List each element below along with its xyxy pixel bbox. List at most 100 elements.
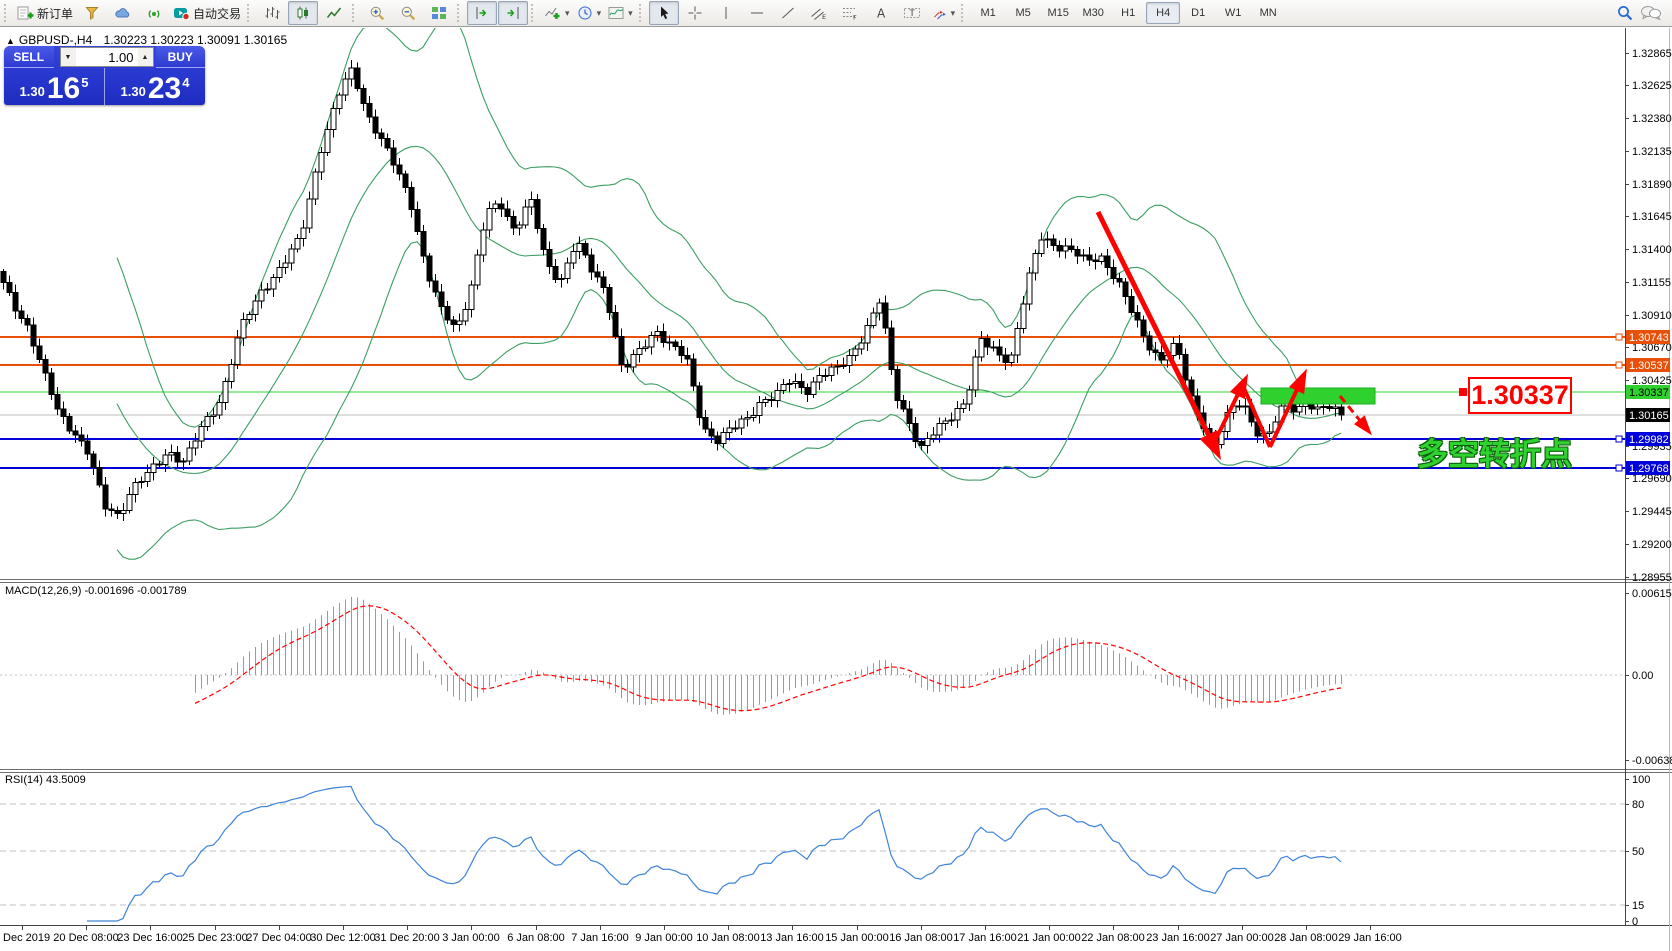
chat-icon[interactable] [1640,4,1662,22]
toolbar-grip[interactable] [457,4,463,22]
price-badge[interactable] [1626,385,1670,399]
styles-button[interactable] [77,1,107,25]
text-button[interactable]: A [866,1,896,25]
candle-body [1170,342,1177,357]
toolbar-grip[interactable] [352,4,358,22]
user-drawings[interactable] [1095,210,1467,461]
templates-button[interactable]: ▾ [605,1,636,25]
periods-button[interactable]: ▾ [574,1,605,25]
price-tick-label: 1.31400 [1632,244,1672,256]
one-click-trading-panel: SELL ▼ ▲ BUY 1.30 16 5 1.30 23 4 [4,46,205,105]
community-button[interactable] [108,1,138,25]
candle-body [1014,328,1021,356]
red-arrow-line[interactable] [1095,210,1218,450]
candle-body [282,262,289,268]
level-drag-handle[interactable] [1615,464,1623,472]
price-tick-label: 1.30910 [1632,310,1672,322]
price-callout-box[interactable]: 1.30337 [1468,377,1572,414]
volume-input[interactable] [75,48,138,66]
toolbar-grip[interactable] [4,4,10,22]
toolbar-grip[interactable] [961,4,967,22]
candle-body [774,389,781,401]
zoom-out-button[interactable] [393,1,423,25]
new-order-button[interactable]: 新订单 [14,1,76,25]
arrows-button[interactable]: ▾ [928,1,959,25]
auto-scroll-button[interactable] [467,1,498,25]
candle-body [582,242,589,256]
price-badge[interactable] [1626,330,1670,344]
autotrading-button[interactable]: 自动交易 [170,1,244,25]
tile-windows-button[interactable] [424,1,454,25]
timeframe-button-m30[interactable]: M30 [1082,7,1104,19]
zoom-out-icon [400,5,416,21]
crosshair-icon [687,5,703,21]
timeframe-button-w1[interactable]: W1 [1224,7,1242,19]
timeframe-button-h4[interactable]: H4 [1146,2,1181,24]
search-icon[interactable] [1616,4,1634,22]
candlestick-chart-button[interactable] [288,1,319,25]
sell-button[interactable]: SELL [4,46,54,68]
text-label-button[interactable]: T [897,1,927,25]
candle-body [948,419,955,422]
level-drag-handle[interactable] [1615,435,1623,443]
price-badge[interactable] [1626,432,1670,446]
timeframe-button-m5[interactable]: M5 [1015,7,1031,19]
candle-body [396,164,403,175]
timeframe-button-m15[interactable]: M15 [1047,7,1069,19]
toolbar-grip[interactable] [531,4,537,22]
cursor-button[interactable] [648,1,679,25]
red-arrow-head[interactable] [1229,373,1249,400]
level-drag-handle[interactable] [1615,361,1623,369]
channel-button[interactable]: E [804,1,834,25]
volume-increase-button[interactable]: ▲ [137,48,153,66]
trendline-button[interactable] [773,1,803,25]
support-zone-rectangle[interactable] [1260,387,1376,405]
fibonacci-button[interactable]: F [835,1,865,25]
horizontal-level-lines[interactable] [0,336,1625,469]
candle-body [402,173,409,189]
callout-anchor-square[interactable] [1459,388,1467,396]
price-badge[interactable] [1626,358,1670,372]
signal-button[interactable] [139,1,169,25]
price-tick-label: 1.29690 [1632,473,1672,485]
toolbar-grip[interactable] [638,4,645,22]
chart-shift-button[interactable] [498,1,529,25]
indicators-button[interactable]: ▾ [541,1,573,25]
auto-scroll-icon [474,5,490,21]
candle-body [432,280,439,293]
red-arrow-line[interactable] [1338,395,1368,429]
toolbar-grip[interactable] [247,4,253,22]
svg-text:A: A [877,7,886,21]
line-chart-button[interactable] [319,1,349,25]
timeframe-button-m1[interactable]: M1 [980,7,996,19]
candle-body [960,403,967,410]
price-badge[interactable] [1626,461,1670,475]
crosshair-button[interactable] [680,1,710,25]
red-arrow-head[interactable] [1353,415,1373,436]
candle-body [372,116,379,134]
zoom-in-button[interactable] [362,1,392,25]
timeframe-button-h1[interactable]: H1 [1121,7,1136,19]
candle-body [48,372,55,396]
rsi-scale-label: 0 [1632,916,1638,928]
candle-body [636,348,643,355]
collapse-panel-icon[interactable]: ▲ [6,36,15,46]
red-arrow-line[interactable] [1241,385,1272,448]
vertical-line-button[interactable] [711,1,741,25]
chevron-down-icon: ▾ [596,7,602,18]
buy-button[interactable]: BUY [155,46,205,68]
candle-body [492,203,499,209]
timeframe-button-mn[interactable]: MN [1259,7,1277,19]
buy-price[interactable]: 1.30 23 4 [105,68,205,105]
sell-price[interactable]: 1.30 16 5 [4,68,105,105]
volume-decrease-button[interactable]: ▼ [60,48,76,66]
price-badge[interactable] [1626,408,1670,422]
level-drag-handle[interactable] [1615,333,1623,341]
red-arrow-head[interactable] [1289,368,1307,395]
horizontal-line-button[interactable] [742,1,772,25]
bar-chart-button[interactable] [257,1,287,25]
zoom-in-icon [369,5,385,21]
turning-point-annotation[interactable]: 多空转折点 [1417,437,1572,472]
timeframe-button-d1[interactable]: D1 [1191,7,1206,19]
